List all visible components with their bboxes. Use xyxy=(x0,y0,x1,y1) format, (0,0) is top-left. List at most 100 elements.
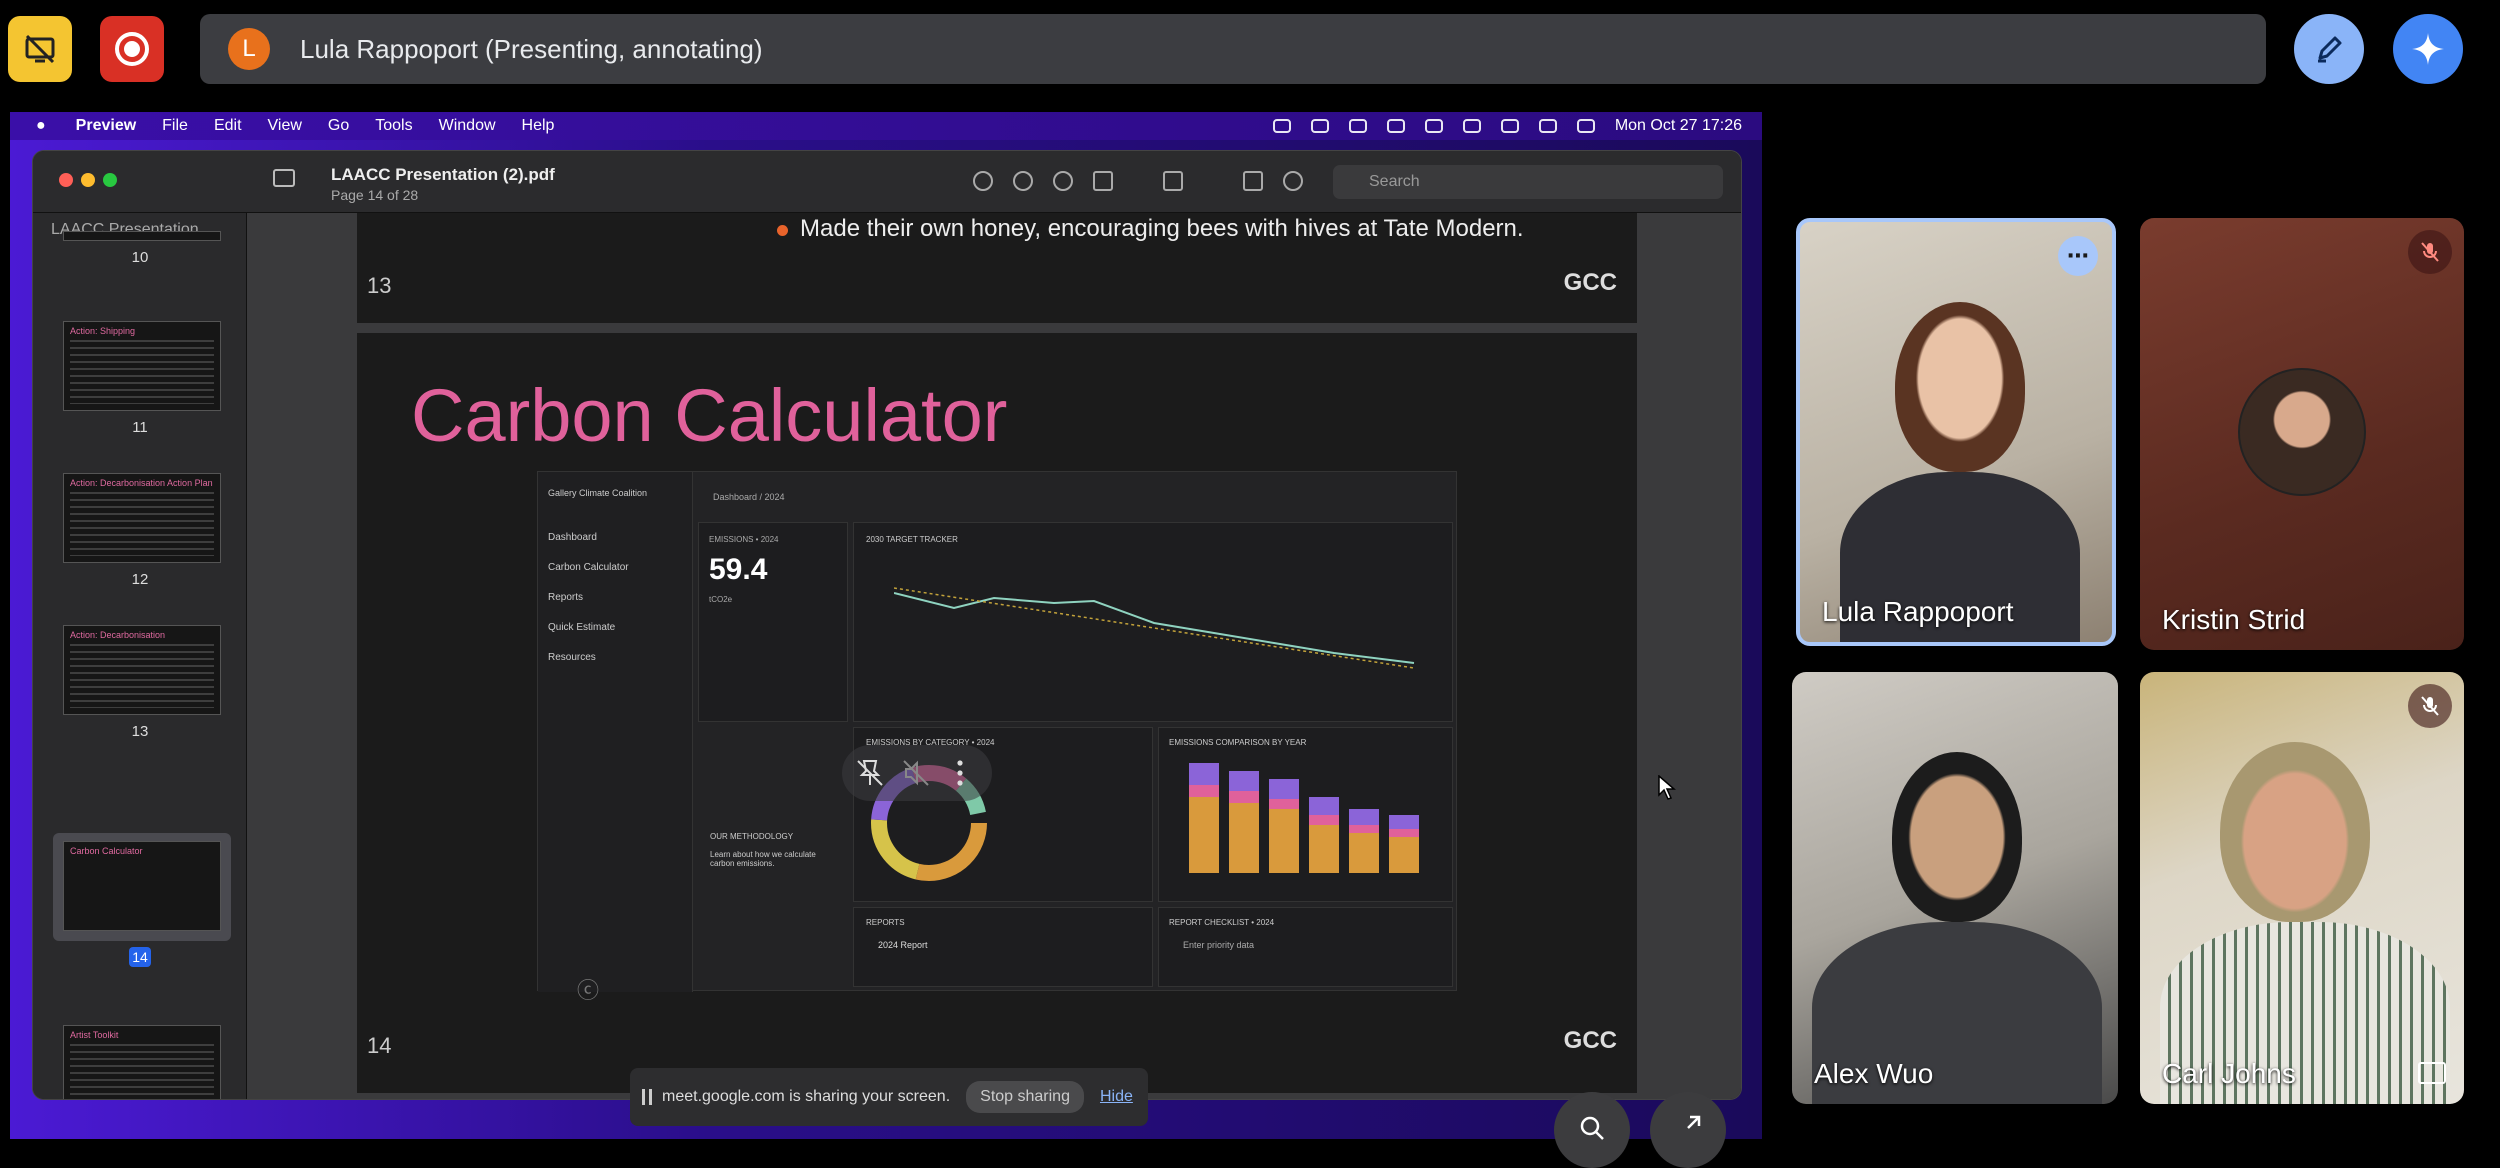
thumbnail-number: 13 xyxy=(131,723,149,740)
maximize-window-button[interactable] xyxy=(103,173,117,187)
participant-video xyxy=(1892,752,2022,922)
zoom-out-icon[interactable] xyxy=(1013,171,1033,191)
more-options-icon[interactable] xyxy=(952,757,968,789)
control-center-icon[interactable] xyxy=(1576,119,1595,133)
sidebar-toggle-icon[interactable] xyxy=(273,169,295,187)
checklist-card: REPORT CHECKLIST • 2024 Enter priority d… xyxy=(1158,907,1453,987)
dashboard-nav-item: Dashboard xyxy=(548,532,597,543)
dashboard-nav-item: Resources xyxy=(548,652,596,663)
zoom-button[interactable] xyxy=(1554,1092,1630,1168)
thumbnail-sidebar: LAACC Presentation... 10 Action: Shippin… xyxy=(33,213,247,1099)
participant-tile-alex[interactable]: Alex Wuo xyxy=(1792,672,2118,1104)
thumbnail-number: 10 xyxy=(131,249,149,266)
mac-menu-bar: ● Preview File Edit View Go Tools Window… xyxy=(10,112,1762,140)
slide-page-number: 14 xyxy=(367,1033,392,1058)
gemini-button[interactable] xyxy=(2393,14,2463,84)
preview-window: LAACC Presentation (2).pdf Page 14 of 28… xyxy=(32,150,1742,1100)
slide-footer-logo: GCC xyxy=(1563,1027,1617,1054)
slide-page-number: 13 xyxy=(367,273,392,298)
dashboard-nav-item: Reports xyxy=(548,592,584,603)
fullscreen-button[interactable] xyxy=(1650,1092,1726,1168)
slide-footer-logo: GCC xyxy=(1563,269,1617,296)
thumbnail-number: 12 xyxy=(131,571,149,588)
dashboard-screenshot: Gallery Climate Coalition Dashboard Carb… xyxy=(537,471,1457,992)
unpin-icon[interactable] xyxy=(854,757,886,789)
close-window-button[interactable] xyxy=(59,173,73,187)
menu-window[interactable]: Window xyxy=(438,117,496,134)
menu-go[interactable]: Go xyxy=(327,117,350,134)
emissions-card: EMISSIONS • 2024 59.4 tCO2e xyxy=(698,522,848,722)
checklist-label: REPORT CHECKLIST • 2024 xyxy=(1169,918,1275,927)
picture-in-picture-icon[interactable] xyxy=(2418,1062,2446,1084)
page-thumbnail[interactable]: Action: Decarbonisation xyxy=(63,625,221,715)
reports-card: REPORTS 2024 Report xyxy=(853,907,1153,987)
thumbnail-number: 11 xyxy=(132,419,148,436)
target-tracker-card: 2030 TARGET TRACKER xyxy=(853,522,1453,722)
stop-sharing-button[interactable]: Stop sharing xyxy=(966,1081,1084,1113)
search-input[interactable]: Search xyxy=(1333,165,1723,199)
rotate-icon[interactable] xyxy=(1243,171,1263,191)
user-icon[interactable] xyxy=(1500,119,1519,133)
moon-icon[interactable] xyxy=(1386,119,1405,133)
thumbnail-title: Carbon Calculator xyxy=(70,846,143,856)
menu-app-name[interactable]: Preview xyxy=(75,117,137,134)
participant-body xyxy=(1812,922,2102,1104)
participant-body xyxy=(1840,472,2080,642)
status-icon[interactable] xyxy=(1310,119,1329,133)
pen-icon xyxy=(2318,36,2342,63)
participant-video xyxy=(1895,302,2025,472)
menu-view[interactable]: View xyxy=(267,117,302,134)
record-icon xyxy=(115,32,149,66)
presenter-avatar: L xyxy=(228,28,270,70)
participant-name: Alex Wuo xyxy=(1814,1058,1934,1089)
page-thumbnail[interactable]: Action: Decarbonisation Action Plan xyxy=(63,473,221,563)
spotlight-icon[interactable] xyxy=(1538,119,1557,133)
menu-file[interactable]: File xyxy=(162,117,188,134)
battery-icon[interactable] xyxy=(1424,119,1443,133)
status-icon[interactable] xyxy=(1272,119,1291,133)
participant-body xyxy=(2160,922,2450,1104)
more-options-button[interactable]: ⋯ xyxy=(2058,236,2098,276)
page-indicator: Page 14 of 28 xyxy=(331,187,419,203)
markup-icon[interactable] xyxy=(1163,171,1183,191)
mute-audio-icon[interactable] xyxy=(900,757,932,789)
stop-presenting-button[interactable] xyxy=(8,16,72,82)
annotate-icon[interactable] xyxy=(1283,171,1303,191)
document-view[interactable]: Made their own honey, encouraging bees w… xyxy=(247,213,1741,1099)
share-icon[interactable] xyxy=(1093,171,1113,191)
dashboard-nav-item: Quick Estimate xyxy=(548,622,616,633)
menu-help[interactable]: Help xyxy=(521,117,555,134)
tile-overlay-controls xyxy=(842,745,992,801)
info-icon[interactable] xyxy=(973,171,993,191)
page-thumbnail[interactable] xyxy=(63,231,221,241)
pdf-page-14: Carbon Calculator Gallery Climate Coalit… xyxy=(357,333,1637,1093)
zoom-in-icon[interactable] xyxy=(1053,171,1073,191)
participant-tile-carl[interactable]: Carl Johns xyxy=(2140,672,2464,1104)
screen-share-banner: meet.google.com is sharing your screen. … xyxy=(630,1068,1148,1126)
recording-button[interactable] xyxy=(100,16,164,82)
page-thumbnail-selected[interactable]: Carbon Calculator xyxy=(63,841,221,931)
participant-tile-lula[interactable]: ⋯ Lula Rappoport xyxy=(1796,218,2116,646)
menu-tools[interactable]: Tools xyxy=(375,117,413,134)
apple-menu-icon[interactable]: ● xyxy=(36,117,46,134)
report-item: 2024 Report xyxy=(878,940,928,950)
menu-edit[interactable]: Edit xyxy=(213,117,242,134)
mic-off-icon xyxy=(2421,242,2439,262)
page-thumbnail[interactable]: Artist Toolkit xyxy=(63,1025,221,1099)
sparkle-icon xyxy=(2412,33,2444,65)
annotate-button[interactable] xyxy=(2294,14,2364,84)
page-thumbnail[interactable]: Action: Shipping xyxy=(63,321,221,411)
pause-icon xyxy=(642,1089,652,1105)
minimize-window-button[interactable] xyxy=(81,173,95,187)
participant-tile-kristin[interactable]: Kristin Strid xyxy=(2140,218,2464,650)
meeting-title-bar[interactable]: L Lula Rappoport (Presenting, annotating… xyxy=(200,14,2266,84)
participant-video xyxy=(2220,742,2370,922)
comparison-bar-chart xyxy=(1189,763,1419,873)
menu-clock[interactable]: Mon Oct 27 17:26 xyxy=(1614,117,1742,134)
hide-banner-link[interactable]: Hide xyxy=(1099,1088,1133,1105)
comparison-card: EMISSIONS COMPARISON BY YEAR xyxy=(1158,727,1453,902)
wifi-icon[interactable] xyxy=(1462,119,1481,133)
status-icon[interactable] xyxy=(1348,119,1367,133)
emissions-label: EMISSIONS • 2024 xyxy=(709,535,779,544)
dashboard-org: Gallery Climate Coalition xyxy=(548,488,648,498)
